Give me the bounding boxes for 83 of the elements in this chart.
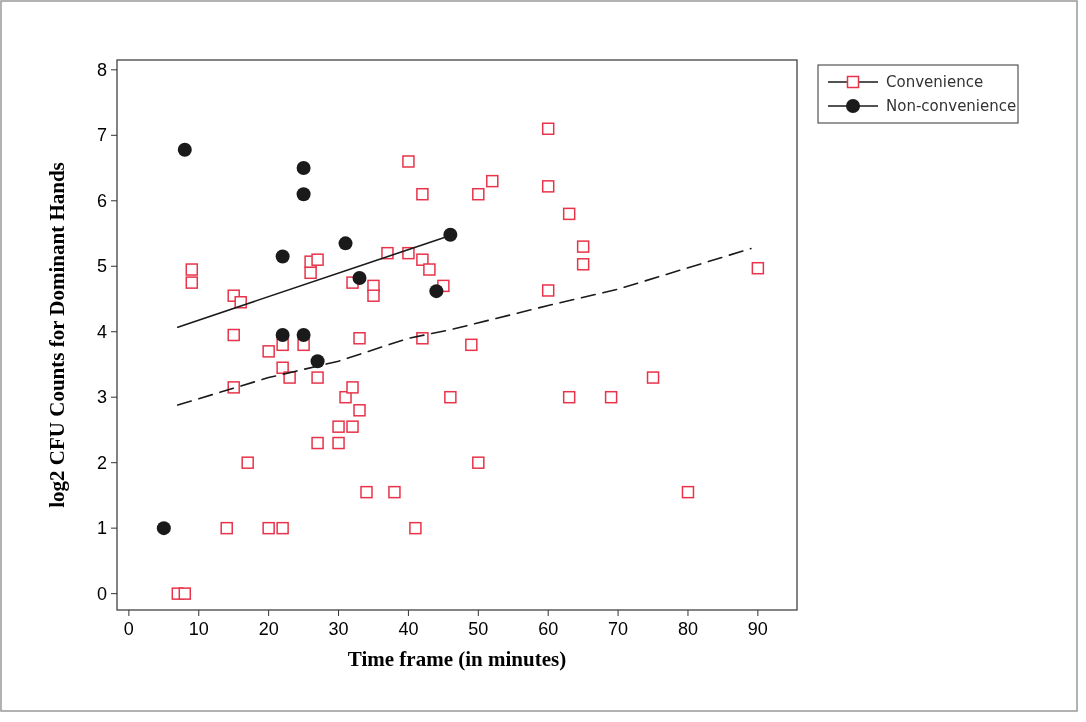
legend-label: Convenience bbox=[886, 73, 984, 91]
point bbox=[423, 263, 436, 276]
point bbox=[185, 276, 199, 289]
x-tick-label: 70 bbox=[608, 619, 629, 639]
point bbox=[332, 420, 345, 433]
point bbox=[646, 371, 660, 384]
point bbox=[486, 174, 499, 188]
point bbox=[311, 253, 324, 266]
point bbox=[311, 436, 324, 450]
point bbox=[443, 227, 458, 242]
point bbox=[311, 371, 324, 384]
y-tick-label: 0 bbox=[96, 583, 107, 604]
y-tick-label: 1 bbox=[96, 518, 107, 539]
point bbox=[562, 207, 576, 221]
point bbox=[465, 338, 478, 352]
point bbox=[241, 456, 254, 469]
point bbox=[388, 485, 401, 499]
x-tick-label: 50 bbox=[468, 619, 489, 639]
point bbox=[346, 420, 359, 433]
point bbox=[352, 271, 367, 286]
x-tick-label: 40 bbox=[398, 619, 419, 639]
y-tick-label: 6 bbox=[96, 190, 107, 211]
point bbox=[681, 485, 695, 499]
point bbox=[751, 261, 765, 275]
point bbox=[275, 328, 290, 342]
point bbox=[296, 187, 311, 202]
point bbox=[276, 361, 289, 374]
y-tick-label: 4 bbox=[96, 321, 107, 342]
point bbox=[227, 328, 240, 342]
point bbox=[409, 521, 422, 535]
point bbox=[275, 249, 290, 264]
point bbox=[178, 587, 192, 600]
point bbox=[227, 381, 240, 394]
x-tick-label: 10 bbox=[188, 619, 209, 639]
y-tick-label: 3 bbox=[96, 387, 107, 408]
point bbox=[332, 436, 345, 450]
point bbox=[576, 258, 590, 271]
point bbox=[541, 122, 555, 135]
y-tick-label: 8 bbox=[96, 59, 107, 80]
x-tick-label: 0 bbox=[123, 619, 134, 639]
point bbox=[562, 390, 576, 404]
point bbox=[296, 328, 311, 342]
x-tick-label: 30 bbox=[328, 619, 349, 639]
point bbox=[541, 180, 555, 193]
x-tick-label: 60 bbox=[538, 619, 559, 639]
point bbox=[346, 381, 359, 394]
point bbox=[353, 404, 366, 417]
point bbox=[296, 161, 311, 176]
point bbox=[185, 263, 199, 276]
point bbox=[353, 332, 366, 345]
point bbox=[276, 521, 289, 535]
point bbox=[472, 187, 485, 201]
point bbox=[304, 266, 317, 280]
y-axis-title: log2 CFU Counts for Dominant Hands bbox=[45, 162, 69, 508]
y-tick-label: 7 bbox=[96, 125, 107, 146]
point bbox=[262, 521, 275, 535]
y-tick-label: 2 bbox=[96, 452, 107, 473]
point bbox=[429, 284, 444, 299]
point bbox=[416, 253, 429, 266]
point bbox=[339, 390, 352, 404]
point bbox=[472, 456, 485, 469]
point bbox=[416, 332, 429, 345]
x-tick-label: 90 bbox=[747, 619, 768, 639]
point bbox=[177, 142, 192, 157]
point bbox=[402, 155, 415, 168]
x-tick-label: 20 bbox=[258, 619, 279, 639]
point bbox=[604, 390, 618, 404]
point bbox=[262, 345, 275, 358]
point bbox=[156, 521, 171, 536]
legend-label: Non-convenience bbox=[886, 97, 1017, 115]
point bbox=[367, 289, 380, 302]
point bbox=[310, 354, 325, 369]
point bbox=[220, 521, 233, 535]
point bbox=[360, 485, 373, 499]
y-tick-label: 5 bbox=[96, 256, 107, 277]
x-axis-title: Time frame (in minutes) bbox=[347, 647, 567, 671]
point bbox=[338, 236, 353, 251]
x-tick-label: 80 bbox=[677, 619, 698, 639]
point bbox=[416, 187, 429, 201]
point bbox=[541, 284, 555, 297]
point bbox=[576, 240, 590, 253]
point bbox=[444, 390, 457, 404]
line-series bbox=[177, 247, 752, 406]
